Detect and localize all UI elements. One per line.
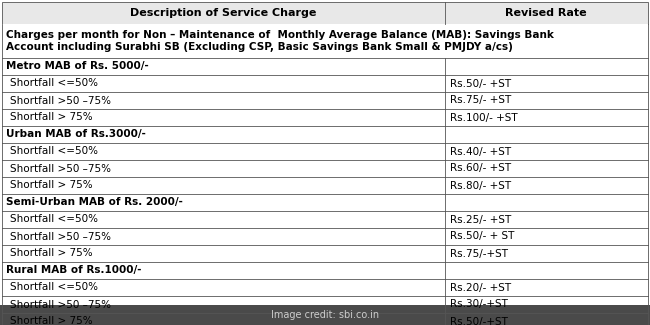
- Bar: [2, 24, 648, 58]
- Text: Rs.50/- + ST: Rs.50/- + ST: [450, 231, 514, 241]
- Text: Rs.60/- +ST: Rs.60/- +ST: [450, 163, 511, 174]
- Text: Shortfall > 75%: Shortfall > 75%: [10, 317, 92, 325]
- Text: Description of Service Charge: Description of Service Charge: [130, 8, 317, 18]
- Bar: [2, 2, 648, 24]
- Text: Rs.20/- +ST: Rs.20/- +ST: [450, 282, 511, 292]
- Bar: [2, 177, 648, 194]
- Text: Shortfall >50 –75%: Shortfall >50 –75%: [10, 300, 111, 309]
- Text: Charges per month for Non – Maintenance of  Monthly Average Balance (MAB): Savin: Charges per month for Non – Maintenance …: [6, 30, 554, 52]
- Text: Urban MAB of Rs.3000/-: Urban MAB of Rs.3000/-: [6, 129, 146, 139]
- Bar: [2, 160, 648, 177]
- Text: Image credit: sbi.co.in: Image credit: sbi.co.in: [271, 310, 379, 320]
- Bar: [2, 262, 648, 279]
- Text: Rural MAB of Rs.1000/-: Rural MAB of Rs.1000/-: [6, 266, 142, 276]
- Text: Shortfall <=50%: Shortfall <=50%: [10, 214, 98, 225]
- Bar: [2, 245, 648, 262]
- Text: Rs.50/-+ST: Rs.50/-+ST: [450, 317, 508, 325]
- Text: Shortfall <=50%: Shortfall <=50%: [10, 282, 98, 292]
- Text: Shortfall > 75%: Shortfall > 75%: [10, 249, 92, 258]
- Text: Rs.40/- +ST: Rs.40/- +ST: [450, 147, 511, 157]
- Text: Rs.30/-+ST: Rs.30/-+ST: [450, 300, 508, 309]
- Text: Shortfall > 75%: Shortfall > 75%: [10, 180, 92, 190]
- Bar: [2, 313, 648, 325]
- Text: Shortfall >50 –75%: Shortfall >50 –75%: [10, 163, 111, 174]
- Text: Rs.80/- +ST: Rs.80/- +ST: [450, 180, 511, 190]
- Bar: [2, 58, 648, 75]
- Text: Shortfall <=50%: Shortfall <=50%: [10, 79, 98, 88]
- Text: Rs.75/- +ST: Rs.75/- +ST: [450, 96, 511, 106]
- Text: Metro MAB of Rs. 5000/-: Metro MAB of Rs. 5000/-: [6, 61, 149, 72]
- Text: Rs.25/- +ST: Rs.25/- +ST: [450, 214, 511, 225]
- Bar: [2, 296, 648, 313]
- Text: Shortfall <=50%: Shortfall <=50%: [10, 147, 98, 157]
- Bar: [2, 75, 648, 92]
- Bar: [2, 194, 648, 211]
- Text: Shortfall >50 –75%: Shortfall >50 –75%: [10, 96, 111, 106]
- Bar: [2, 143, 648, 160]
- Bar: [2, 92, 648, 109]
- Bar: [2, 109, 648, 126]
- Text: Rs.100/- +ST: Rs.100/- +ST: [450, 112, 517, 123]
- Bar: [0, 305, 650, 325]
- Text: Rs.75/-+ST: Rs.75/-+ST: [450, 249, 508, 258]
- Text: Shortfall > 75%: Shortfall > 75%: [10, 112, 92, 123]
- Bar: [2, 279, 648, 296]
- Bar: [2, 126, 648, 143]
- Bar: [2, 228, 648, 245]
- Bar: [2, 211, 648, 228]
- Text: Rs.50/- +ST: Rs.50/- +ST: [450, 79, 511, 88]
- Text: Revised Rate: Revised Rate: [506, 8, 587, 18]
- Text: Semi-Urban MAB of Rs. 2000/-: Semi-Urban MAB of Rs. 2000/-: [6, 198, 183, 207]
- Text: Shortfall >50 –75%: Shortfall >50 –75%: [10, 231, 111, 241]
